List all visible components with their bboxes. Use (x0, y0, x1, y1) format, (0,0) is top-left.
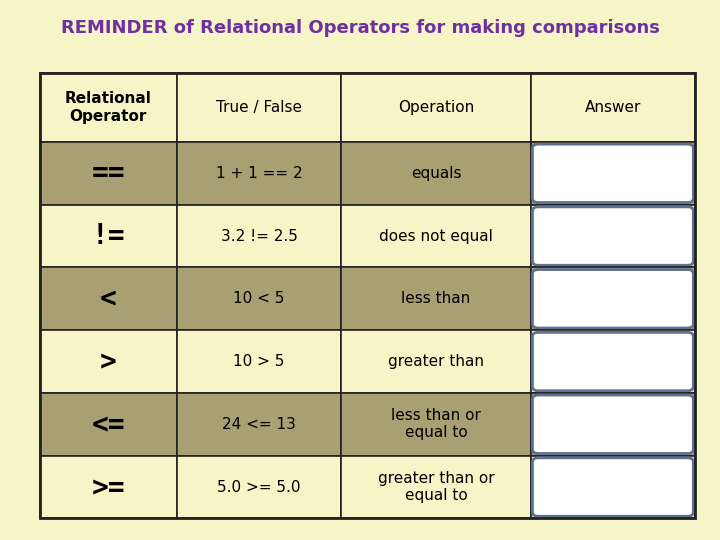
Bar (531, 267, 695, 330)
Text: does not equal: does not equal (379, 228, 493, 244)
Text: Relational
Operator: Relational Operator (65, 91, 152, 124)
Bar (341, 393, 531, 456)
Text: >: > (100, 348, 117, 375)
Bar (341, 330, 531, 393)
Bar (177, 393, 341, 456)
Text: 5.0 >= 5.0: 5.0 >= 5.0 (217, 480, 301, 495)
Text: Answer: Answer (585, 100, 641, 115)
Bar (531, 205, 695, 267)
Bar (341, 205, 531, 267)
Text: ==: == (91, 159, 125, 187)
FancyBboxPatch shape (532, 332, 693, 391)
Text: greater than or
equal to: greater than or equal to (378, 471, 495, 503)
Bar (177, 73, 341, 142)
Text: True / False: True / False (216, 100, 302, 115)
Text: <=: <= (91, 410, 125, 438)
Bar (341, 73, 531, 142)
Bar (531, 393, 695, 456)
Text: 24 <= 13: 24 <= 13 (222, 417, 296, 432)
Bar (341, 142, 531, 205)
Bar (40, 142, 177, 205)
Text: less than or
equal to: less than or equal to (391, 408, 481, 441)
Text: less than: less than (401, 291, 471, 306)
Bar (40, 456, 177, 518)
Text: 10 > 5: 10 > 5 (233, 354, 285, 369)
Text: Operation: Operation (398, 100, 474, 115)
Bar (40, 73, 177, 142)
Bar (341, 456, 531, 518)
Text: 3.2 != 2.5: 3.2 != 2.5 (220, 228, 297, 244)
FancyBboxPatch shape (532, 144, 693, 202)
Bar (177, 267, 341, 330)
Bar (177, 456, 341, 518)
Bar (177, 142, 341, 205)
Bar (40, 205, 177, 267)
Text: REMINDER of Relational Operators for making comparisons: REMINDER of Relational Operators for mak… (60, 19, 660, 37)
Bar (531, 142, 695, 205)
FancyBboxPatch shape (532, 269, 693, 328)
FancyBboxPatch shape (532, 207, 693, 265)
Bar (40, 73, 695, 518)
Text: >=: >= (91, 473, 125, 501)
Text: <: < (100, 285, 117, 313)
FancyBboxPatch shape (532, 458, 693, 516)
Bar (341, 267, 531, 330)
Text: equals: equals (410, 166, 462, 181)
Bar (177, 205, 341, 267)
Text: 10 < 5: 10 < 5 (233, 291, 285, 306)
Bar (531, 73, 695, 142)
Bar (531, 456, 695, 518)
FancyBboxPatch shape (532, 395, 693, 454)
Bar (177, 330, 341, 393)
Bar (40, 393, 177, 456)
Bar (40, 267, 177, 330)
Bar (40, 330, 177, 393)
Text: 1 + 1 == 2: 1 + 1 == 2 (216, 166, 302, 181)
Text: greater than: greater than (388, 354, 484, 369)
Bar (531, 330, 695, 393)
Text: !=: != (91, 222, 125, 250)
